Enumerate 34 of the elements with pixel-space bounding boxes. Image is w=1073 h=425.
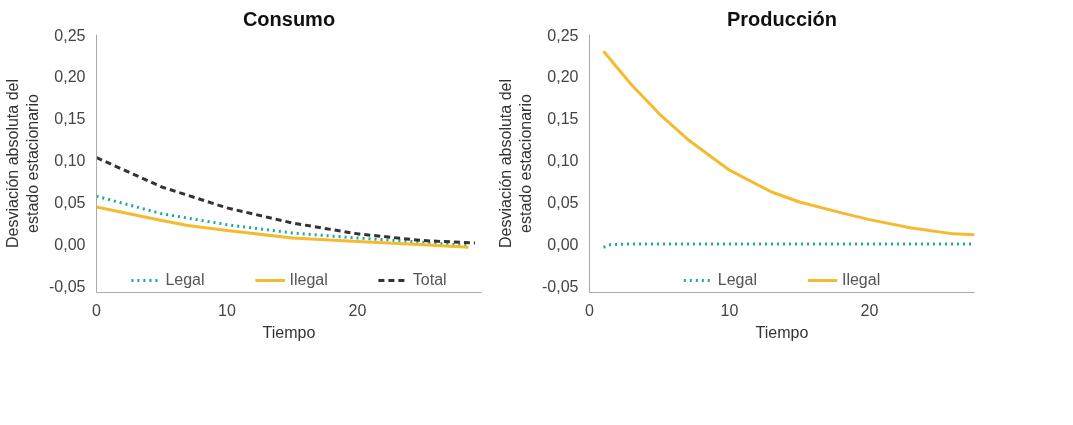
x-tick-label: 0 <box>585 301 595 319</box>
y-tick-label: 0,00 <box>54 235 86 253</box>
y-tick-label: 0,15 <box>547 110 579 128</box>
y-tick-label: 0,00 <box>547 235 579 253</box>
legend-label: Ilegal <box>841 271 881 289</box>
legend-label: Total <box>412 271 447 289</box>
line-series <box>96 205 470 249</box>
x-axis-title: Tiempo <box>755 323 809 341</box>
x-tick-label: 20 <box>860 301 879 319</box>
y-tick-label: -0,05 <box>49 277 86 295</box>
legend-label: Legal <box>717 271 757 289</box>
x-tick-label: 20 <box>348 301 367 319</box>
y-axis-title: Desviación absoluta del estado estacionario <box>3 79 42 248</box>
y-tick-label: 0,10 <box>54 152 86 170</box>
x-axis-title: Tiempo <box>262 323 316 341</box>
y-tick-label: 0,10 <box>547 152 579 170</box>
y-tick-label: 0,15 <box>54 110 86 128</box>
line-series <box>96 156 477 245</box>
x-tick-label: 0 <box>92 301 102 319</box>
legend-label: Ilegal <box>289 271 328 289</box>
chart-title: Consumo <box>242 7 336 30</box>
y-tick-label: 0,20 <box>54 68 86 86</box>
y-tick-label: 0,25 <box>54 26 86 44</box>
line-series <box>602 49 975 237</box>
x-tick-label: 10 <box>720 301 739 319</box>
y-tick-label: 0,20 <box>547 68 579 86</box>
y-tick-label: 0,25 <box>547 26 579 44</box>
legend-label: Legal <box>165 271 205 289</box>
x-tick-label: 10 <box>218 301 237 319</box>
y-axis-title: Desviación absoluta del estado estacionario <box>496 79 535 248</box>
y-tick-label: 0,05 <box>547 194 579 212</box>
y-tick-label: -0,05 <box>542 277 579 295</box>
y-tick-label: 0,05 <box>54 194 86 212</box>
chart-title: Producción <box>727 7 838 30</box>
